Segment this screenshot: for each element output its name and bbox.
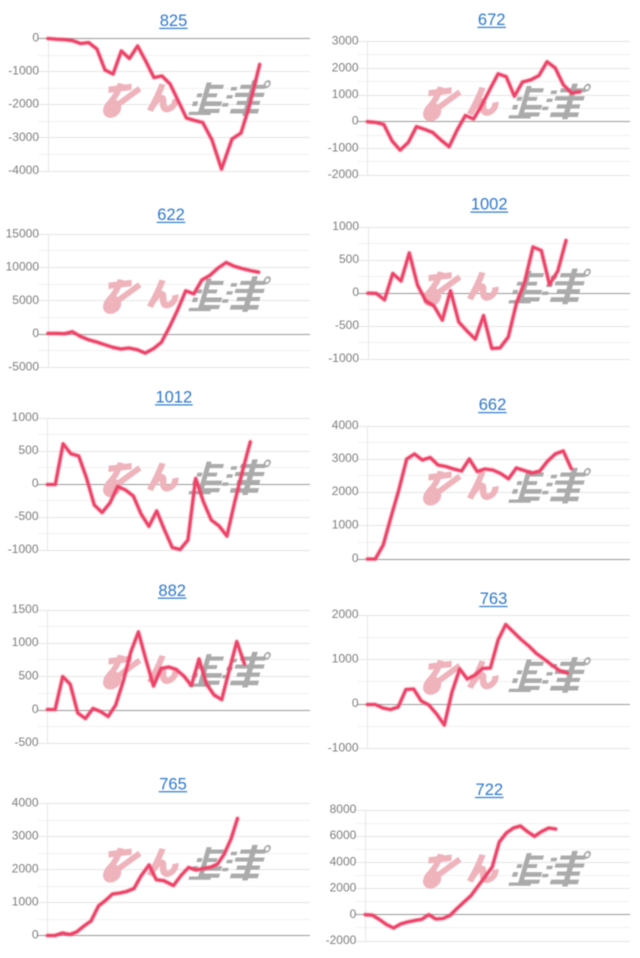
svg-text:6000: 6000 — [330, 828, 357, 842]
svg-text:-3000: -3000 — [8, 130, 39, 144]
svg-text:2000: 2000 — [330, 881, 357, 895]
svg-text:0: 0 — [350, 907, 357, 921]
svg-text:8000: 8000 — [330, 802, 357, 816]
svg-text:882: 882 — [158, 582, 186, 600]
svg-text:1012: 1012 — [155, 389, 192, 407]
svg-text:0: 0 — [32, 31, 39, 45]
svg-text:0: 0 — [32, 928, 39, 942]
svg-text:15000: 15000 — [6, 226, 40, 240]
svg-text:-500: -500 — [14, 735, 38, 749]
svg-text:1000: 1000 — [12, 410, 39, 424]
svg-text:3000: 3000 — [12, 829, 39, 843]
svg-text:4000: 4000 — [330, 854, 357, 868]
svg-text:1000: 1000 — [332, 652, 359, 666]
svg-text:3000: 3000 — [332, 451, 359, 465]
svg-text:0: 0 — [32, 702, 39, 716]
svg-text:10000: 10000 — [6, 260, 40, 274]
svg-text:0: 0 — [32, 476, 39, 490]
svg-text:-2000: -2000 — [8, 97, 39, 111]
svg-text:1000: 1000 — [12, 895, 39, 909]
svg-text:1002: 1002 — [471, 196, 508, 214]
svg-text:765: 765 — [159, 775, 187, 793]
svg-text:500: 500 — [18, 443, 38, 457]
svg-text:-1000: -1000 — [328, 140, 359, 154]
svg-text:1000: 1000 — [12, 635, 39, 649]
svg-text:4000: 4000 — [332, 418, 359, 432]
svg-text:-500: -500 — [14, 509, 38, 523]
svg-text:662: 662 — [479, 396, 507, 414]
svg-text:672: 672 — [478, 11, 506, 29]
svg-text:825: 825 — [160, 12, 188, 30]
svg-text:-2000: -2000 — [328, 167, 359, 181]
svg-text:1000: 1000 — [332, 219, 359, 233]
svg-text:-2000: -2000 — [326, 933, 357, 947]
svg-text:5000: 5000 — [12, 293, 39, 307]
svg-text:-1000: -1000 — [8, 64, 39, 78]
svg-text:1000: 1000 — [332, 87, 359, 101]
svg-text:2000: 2000 — [332, 607, 359, 621]
svg-text:-5000: -5000 — [8, 360, 39, 374]
svg-text:763: 763 — [480, 590, 508, 608]
svg-text:3000: 3000 — [332, 34, 359, 48]
svg-text:-1000: -1000 — [8, 542, 39, 556]
svg-text:622: 622 — [157, 206, 185, 224]
svg-text:0: 0 — [32, 326, 39, 340]
svg-text:0: 0 — [352, 114, 359, 128]
svg-text:2000: 2000 — [332, 484, 359, 498]
svg-text:0: 0 — [352, 696, 359, 710]
svg-text:500: 500 — [339, 252, 359, 266]
svg-text:2000: 2000 — [12, 862, 39, 876]
svg-text:-1000: -1000 — [328, 351, 359, 365]
svg-text:722: 722 — [476, 781, 504, 799]
svg-text:-500: -500 — [335, 318, 359, 332]
svg-text:-1000: -1000 — [328, 741, 359, 755]
svg-text:4000: 4000 — [12, 796, 39, 810]
svg-text:1500: 1500 — [12, 602, 39, 616]
svg-text:1000: 1000 — [332, 518, 359, 532]
svg-text:-4000: -4000 — [8, 163, 39, 177]
svg-text:2000: 2000 — [332, 60, 359, 74]
svg-text:0: 0 — [352, 551, 359, 565]
svg-text:0: 0 — [352, 285, 359, 299]
svg-text:500: 500 — [18, 669, 38, 683]
